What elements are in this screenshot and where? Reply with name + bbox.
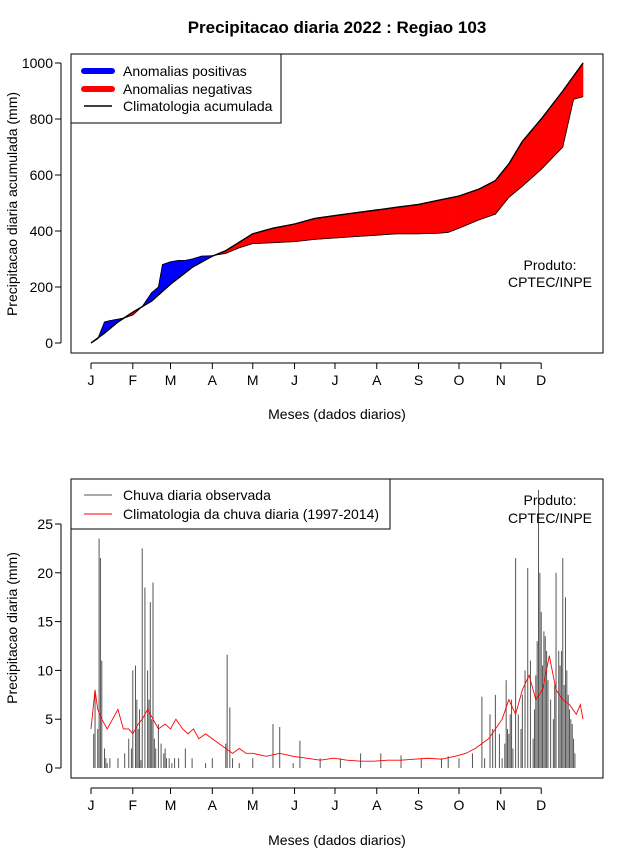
top-plot-frame xyxy=(70,53,604,354)
legend-label-climatology: Climatologia acumulada xyxy=(123,98,273,114)
x-tick-label: F xyxy=(129,372,138,388)
x-tick-label: A xyxy=(208,797,218,813)
climatology-cumulative-series xyxy=(90,62,584,344)
climatology-cumulative-line xyxy=(90,62,584,344)
x-tick-label: M xyxy=(165,372,177,388)
x-tick-label: F xyxy=(129,797,138,813)
y-tick-label: 25 xyxy=(37,516,53,532)
x-tick-label: J xyxy=(291,372,298,388)
x-tick-label: A xyxy=(208,372,218,388)
y-tick-label: 20 xyxy=(37,565,53,581)
x-tick-label: S xyxy=(414,797,423,813)
legend-label-observed: Chuva diaria observada xyxy=(123,487,271,503)
x-tick-label: D xyxy=(536,797,546,813)
x-tick-label: D xyxy=(536,372,546,388)
bottom-product-label: Produto: xyxy=(524,492,577,508)
x-tick-label: N xyxy=(496,797,506,813)
top-product-label: Produto: xyxy=(524,257,577,273)
x-tick-label: S xyxy=(414,372,423,388)
x-tick-label: J xyxy=(88,372,95,388)
x-tick-label: M xyxy=(247,372,259,388)
bottom-y-axis: 0 5 10 15 20 25 xyxy=(37,516,62,776)
daily-climatology-series xyxy=(90,655,584,762)
legend-label-daily-climatology: Climatologia da chuva diaria (1997-2014) xyxy=(123,506,379,522)
top-chart: Precipitacao diaria 2022 : Regiao 103 0 2… xyxy=(4,18,604,422)
top-chart-title: Precipitacao diaria 2022 : Regiao 103 xyxy=(188,18,487,37)
negative-anomaly-area xyxy=(581,62,584,98)
y-tick-label: 1000 xyxy=(22,55,53,71)
y-tick-label: 200 xyxy=(30,279,54,295)
top-x-axis-label: Meses (dados diarios) xyxy=(268,406,406,422)
y-tick-label: 15 xyxy=(37,614,53,630)
y-tick-label: 10 xyxy=(37,662,53,678)
x-tick-label: J xyxy=(331,372,338,388)
y-tick-label: 0 xyxy=(45,335,53,351)
x-tick-label: J xyxy=(331,797,338,813)
x-tick-label: J xyxy=(88,797,95,813)
x-tick-label: O xyxy=(454,797,465,813)
daily-climatology-line xyxy=(90,655,584,762)
bottom-legend: Chuva diaria observada Climatologia da c… xyxy=(70,478,391,530)
x-tick-label: O xyxy=(454,372,465,388)
x-tick-label: M xyxy=(247,797,259,813)
y-tick-label: 400 xyxy=(30,223,54,239)
x-tick-label: M xyxy=(165,797,177,813)
top-legend: Anomalias positivas Anomalias negativas … xyxy=(70,53,282,124)
x-tick-label: J xyxy=(291,797,298,813)
bottom-legend-box xyxy=(70,478,391,530)
top-y-axis-label: Precipitacao diaria acumulada (mm) xyxy=(4,92,20,316)
legend-label-positive: Anomalias positivas xyxy=(123,63,247,79)
y-tick-label: 0 xyxy=(45,760,53,776)
observed-cumulative-line xyxy=(90,96,584,344)
anomaly-fills xyxy=(90,62,584,344)
y-tick-label: 600 xyxy=(30,167,54,183)
bottom-product-source: CPTEC/INPE xyxy=(508,510,592,526)
daily-rain-bars xyxy=(93,489,576,768)
x-tick-label: A xyxy=(372,372,382,388)
top-product-source: CPTEC/INPE xyxy=(508,274,592,290)
bottom-x-axis-label: Meses (dados diarios) xyxy=(268,832,406,848)
y-tick-label: 800 xyxy=(30,111,54,127)
x-tick-label: N xyxy=(496,372,506,388)
top-y-axis: 0 200 400 600 800 1000 xyxy=(22,55,62,351)
bottom-y-axis-label: Precipitacao diaria (mm) xyxy=(4,552,20,704)
y-tick-label: 5 xyxy=(45,711,53,727)
legend-label-negative: Anomalias negativas xyxy=(123,81,252,97)
bottom-chart: 0 5 10 15 20 25 J F M A M J J A S O N D Meses (dados dia… xyxy=(4,478,604,848)
x-tick-label: A xyxy=(372,797,382,813)
